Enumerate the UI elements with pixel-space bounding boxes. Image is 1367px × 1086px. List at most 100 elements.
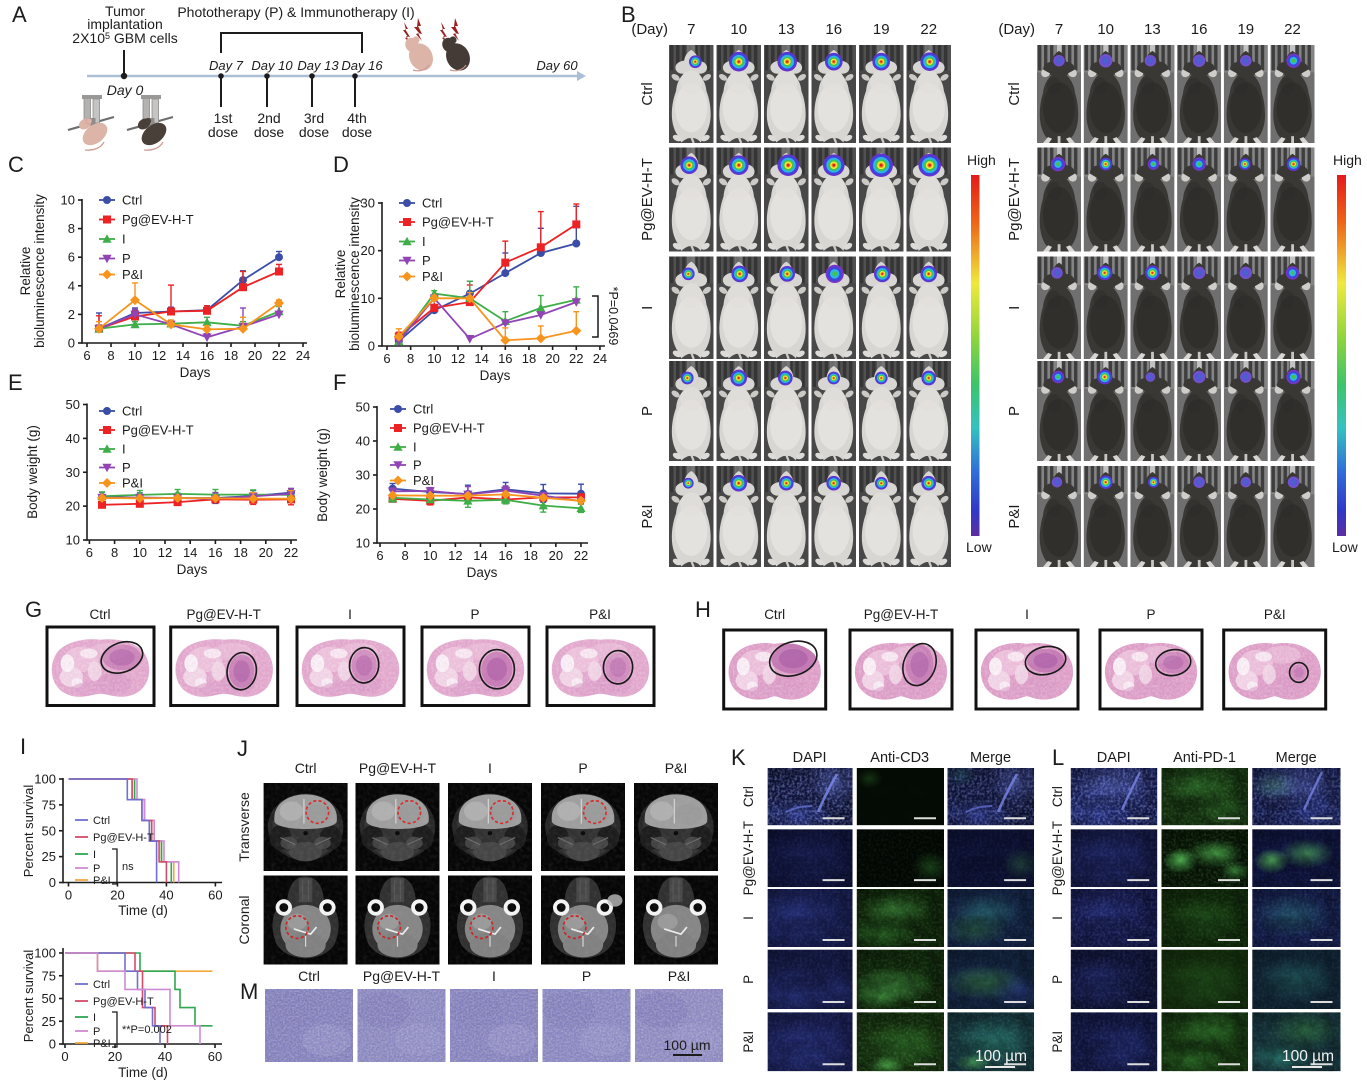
svg-text:Pg@EV-H-T: Pg@EV-H-T <box>122 423 194 438</box>
svg-text:Day 7: Day 7 <box>209 58 244 73</box>
svg-text:14: 14 <box>176 348 190 363</box>
svg-text:14: 14 <box>473 548 487 563</box>
svg-text:0: 0 <box>49 875 56 890</box>
svg-text:10: 10 <box>61 193 75 208</box>
svg-text:I: I <box>348 607 352 622</box>
svg-text:Coronal: Coronal <box>236 895 252 944</box>
svg-text:10: 10 <box>427 351 441 366</box>
svg-text:20: 20 <box>110 888 124 903</box>
svg-text:P&I: P&I <box>122 476 143 491</box>
svg-text:4th: 4th <box>347 110 366 126</box>
svg-text:14: 14 <box>474 351 488 366</box>
svg-text:16: 16 <box>1191 21 1208 38</box>
svg-text:8: 8 <box>68 221 75 236</box>
svg-text:Body weight (g): Body weight (g) <box>315 428 330 522</box>
svg-text:B: B <box>621 2 636 27</box>
svg-text:Ctrl: Ctrl <box>90 607 111 622</box>
svg-text:I: I <box>639 306 656 310</box>
svg-text:High: High <box>1333 152 1362 168</box>
svg-text:30: 30 <box>361 195 375 210</box>
svg-text:50: 50 <box>42 823 56 838</box>
svg-text:H: H <box>695 597 711 622</box>
svg-text:Relative: Relative <box>333 250 348 299</box>
svg-text:22: 22 <box>574 548 588 563</box>
svg-text:P&I: P&I <box>665 760 688 776</box>
svg-text:P&I: P&I <box>741 1031 756 1053</box>
svg-text:16: 16 <box>208 545 222 560</box>
svg-text:22: 22 <box>1284 21 1301 38</box>
svg-text:Ctrl: Ctrl <box>295 760 317 776</box>
svg-text:I: I <box>20 734 26 759</box>
svg-text:20: 20 <box>108 1049 122 1064</box>
svg-text:F: F <box>333 370 346 395</box>
svg-text:20: 20 <box>361 243 375 258</box>
svg-text:20: 20 <box>248 348 262 363</box>
svg-text:16: 16 <box>498 351 512 366</box>
svg-text:P&I: P&I <box>93 1038 111 1050</box>
svg-text:10: 10 <box>1097 21 1114 38</box>
svg-text:Body weight (g): Body weight (g) <box>25 425 40 519</box>
svg-text:10: 10 <box>730 21 747 38</box>
svg-text:18: 18 <box>233 545 247 560</box>
svg-text:I: I <box>492 968 496 984</box>
svg-text:dose: dose <box>299 124 330 140</box>
svg-text:Pg@EV-H-T: Pg@EV-H-T <box>1006 158 1023 241</box>
svg-text:Ctrl: Ctrl <box>741 786 756 807</box>
svg-text:I: I <box>93 1012 96 1024</box>
svg-text:P: P <box>1006 406 1023 416</box>
svg-text:P: P <box>422 253 431 268</box>
svg-text:Ctrl: Ctrl <box>1050 786 1065 807</box>
svg-text:P: P <box>578 760 587 776</box>
svg-text:I: I <box>741 916 756 920</box>
svg-text:0: 0 <box>65 888 72 903</box>
svg-text:ns: ns <box>122 861 134 873</box>
svg-text:Pg@EV-H-T: Pg@EV-H-T <box>363 968 441 984</box>
svg-text:**P=0.002: **P=0.002 <box>122 1024 172 1036</box>
svg-text:12: 12 <box>448 548 462 563</box>
svg-text:20: 20 <box>549 548 563 563</box>
svg-text:C: C <box>8 152 24 177</box>
svg-text:Pg@EV-H-T: Pg@EV-H-T <box>122 212 194 227</box>
svg-text:(Day): (Day) <box>631 21 668 38</box>
svg-text:Days: Days <box>180 365 211 380</box>
svg-text:Merge: Merge <box>970 750 1011 766</box>
svg-text:*P=0.0469: *P=0.0469 <box>606 287 620 346</box>
svg-text:Tumor: Tumor <box>105 3 145 19</box>
svg-text:Low: Low <box>966 539 993 555</box>
svg-text:Merge: Merge <box>1276 750 1317 766</box>
svg-text:22: 22 <box>272 348 286 363</box>
svg-text:20: 20 <box>66 499 80 514</box>
svg-text:20: 20 <box>259 545 273 560</box>
svg-text:Low: Low <box>1332 539 1359 555</box>
svg-text:50: 50 <box>356 400 370 415</box>
svg-text:100: 100 <box>34 772 56 787</box>
svg-text:Transverse: Transverse <box>236 792 252 862</box>
svg-text:16: 16 <box>825 21 842 38</box>
svg-text:M: M <box>240 979 258 1004</box>
svg-text:14: 14 <box>183 545 197 560</box>
svg-text:Ctrl: Ctrl <box>122 193 142 208</box>
svg-text:A: A <box>12 2 27 27</box>
svg-text:100 µm: 100 µm <box>1282 1048 1334 1065</box>
svg-text:I: I <box>1050 916 1065 920</box>
svg-text:8: 8 <box>107 348 114 363</box>
svg-text:19: 19 <box>873 21 890 38</box>
svg-text:Phototherapy (P) & Immunothera: Phototherapy (P) & Immunotherapy (I) <box>177 4 414 20</box>
svg-text:K: K <box>731 745 746 770</box>
svg-text:Day 0: Day 0 <box>107 82 144 98</box>
svg-text:Pg@EV-H-T: Pg@EV-H-T <box>359 760 437 776</box>
svg-text:75: 75 <box>42 968 56 983</box>
svg-text:6: 6 <box>376 548 383 563</box>
svg-text:20: 20 <box>545 351 559 366</box>
svg-text:P: P <box>741 975 756 984</box>
svg-text:Pg@EV-H-T: Pg@EV-H-T <box>422 215 494 230</box>
svg-text:16: 16 <box>498 548 512 563</box>
svg-text:6: 6 <box>83 348 90 363</box>
svg-text:22: 22 <box>284 545 298 560</box>
svg-text:P: P <box>93 863 100 875</box>
svg-text:I: I <box>1006 306 1023 310</box>
svg-text:I: I <box>122 442 126 457</box>
svg-text:0: 0 <box>49 1037 56 1052</box>
svg-text:Pg@EV-H-T: Pg@EV-H-T <box>93 832 154 844</box>
svg-text:P: P <box>1050 975 1065 984</box>
